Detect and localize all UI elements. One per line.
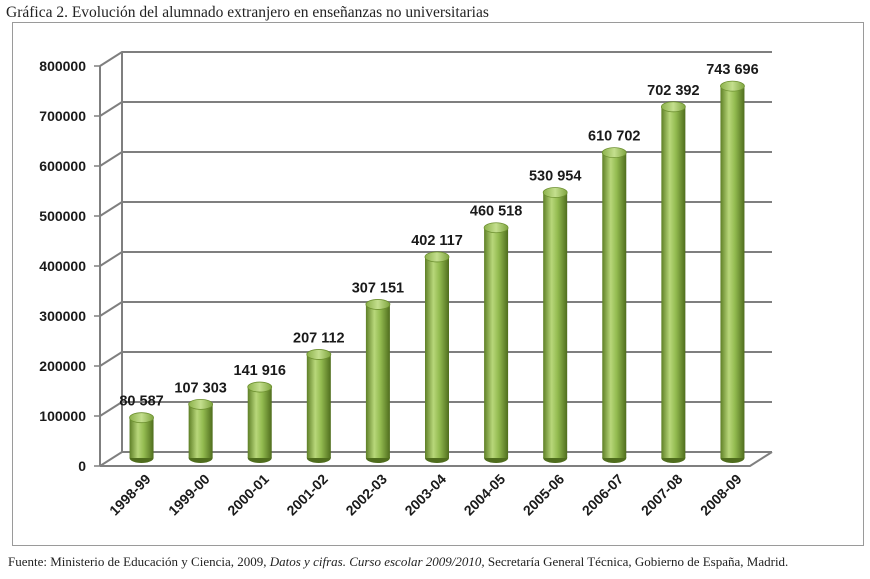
data-label: 530 954 xyxy=(529,169,581,185)
data-label: 743 696 xyxy=(706,62,758,78)
source-prefix: Fuente: Ministerio de Educación y Cienci… xyxy=(8,554,270,569)
x-tick-label: 2005-06 xyxy=(520,471,568,519)
y-tick-label: 200000 xyxy=(39,358,86,374)
bar xyxy=(306,349,332,463)
chart-title: Gráfica 2. Evolución del alumnado extran… xyxy=(6,4,489,21)
bar xyxy=(601,147,627,463)
data-label: 141 916 xyxy=(234,363,286,379)
y-tick-label: 300000 xyxy=(39,308,86,324)
bar xyxy=(247,381,273,463)
source-italic: Datos y cifras. Curso escolar 2009/2010, xyxy=(269,554,485,569)
bar xyxy=(188,398,214,463)
y-tick-label: 400000 xyxy=(39,258,86,274)
y-tick-label: 500000 xyxy=(39,208,86,224)
data-label: 107 303 xyxy=(174,380,226,396)
data-label: 402 117 xyxy=(411,233,463,249)
bar xyxy=(129,412,154,463)
bar xyxy=(424,251,450,463)
y-tick-label: 100000 xyxy=(39,408,86,424)
x-tick-label: 2004-05 xyxy=(461,471,509,519)
x-tick-label: 2000-01 xyxy=(224,471,272,519)
x-tick-label: 2003-04 xyxy=(401,471,449,519)
bar xyxy=(483,222,509,463)
x-tick-label: 2006-07 xyxy=(579,471,627,519)
y-tick-label: 0 xyxy=(78,458,86,474)
x-tick-label: 2008-09 xyxy=(697,471,745,519)
floor-edge xyxy=(100,451,773,467)
x-tick-label: 2002-03 xyxy=(342,471,390,519)
x-tick-label: 1998-99 xyxy=(106,471,154,519)
data-label: 80 587 xyxy=(119,394,163,410)
data-label: 460 518 xyxy=(470,204,522,220)
source-note: Fuente: Ministerio de Educación y Cienci… xyxy=(8,554,788,570)
x-tick-label: 2007-08 xyxy=(638,471,686,519)
bar xyxy=(720,80,745,463)
data-label: 702 392 xyxy=(647,83,699,99)
data-label: 610 702 xyxy=(588,129,640,145)
y-tick-label: 700000 xyxy=(39,108,86,124)
bar xyxy=(542,187,568,463)
data-label: 307 151 xyxy=(352,280,404,296)
bar xyxy=(365,299,391,463)
gridline xyxy=(99,51,772,67)
bar xyxy=(660,101,686,463)
source-suffix: Secretaría General Técnica, Gobierno de … xyxy=(484,554,789,569)
y-tick-label: 800000 xyxy=(39,58,86,74)
x-tick-label: 2001-02 xyxy=(283,471,331,519)
y-tick-label: 600000 xyxy=(39,158,86,174)
data-label: 207 112 xyxy=(293,330,345,346)
x-tick-label: 1999-00 xyxy=(165,471,213,519)
